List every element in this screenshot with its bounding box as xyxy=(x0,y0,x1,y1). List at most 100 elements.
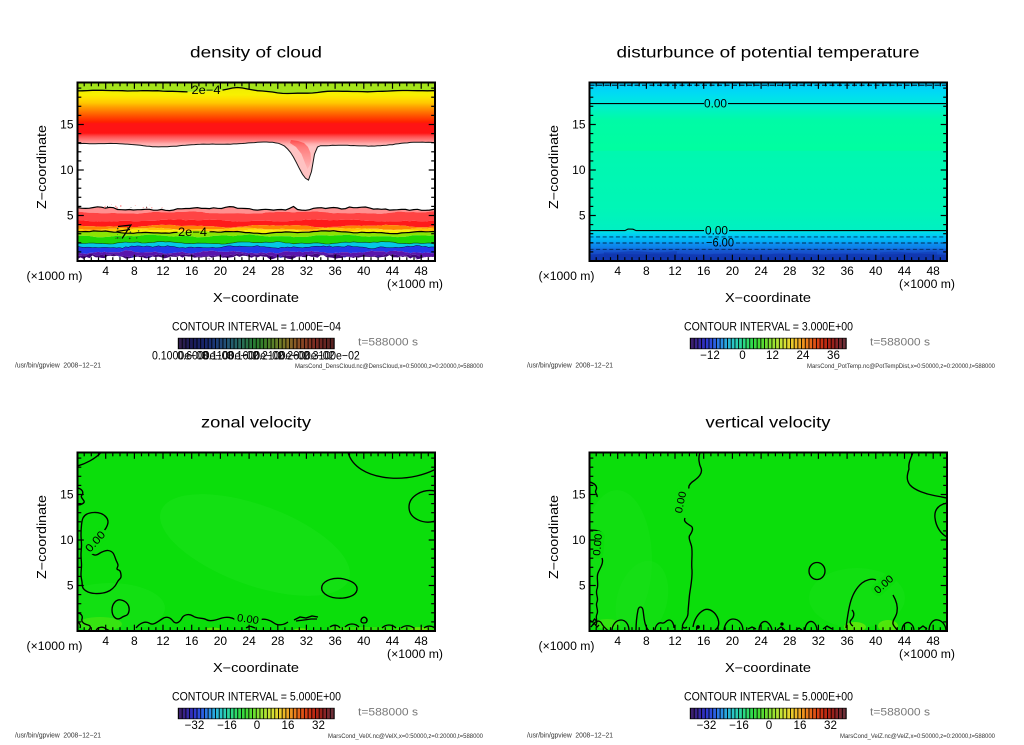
svg-text:zonal velocity: zonal velocity xyxy=(201,415,311,432)
svg-text:disturbunce of potential tempe: disturbunce of potential temperature xyxy=(617,45,920,62)
svg-text:0.1600e−02: 0.1600e−02 xyxy=(228,350,284,363)
svg-text:36: 36 xyxy=(840,264,854,278)
svg-text:10: 10 xyxy=(60,163,74,177)
svg-text:36: 36 xyxy=(840,634,854,648)
svg-text:0.3100e−02: 0.3100e−02 xyxy=(304,350,360,363)
svg-text:t=588000 s: t=588000 s xyxy=(870,707,931,719)
svg-text:5: 5 xyxy=(67,209,74,223)
svg-text:0.2600e−02: 0.2600e−02 xyxy=(279,350,335,363)
svg-text:24: 24 xyxy=(754,264,768,278)
svg-text:X−coordinate: X−coordinate xyxy=(725,291,811,305)
svg-text:0.1100e−02: 0.1100e−02 xyxy=(203,350,259,363)
svg-text:48: 48 xyxy=(414,264,428,278)
svg-text:0.00: 0.00 xyxy=(591,533,605,556)
svg-text:12: 12 xyxy=(668,264,682,278)
svg-text:density of cloud: density of cloud xyxy=(190,45,322,62)
svg-text:32: 32 xyxy=(300,264,314,278)
svg-text:15: 15 xyxy=(60,118,74,132)
svg-text:0.00: 0.00 xyxy=(704,99,727,111)
svg-text:5: 5 xyxy=(579,209,586,223)
svg-text:0: 0 xyxy=(766,719,772,732)
svg-text:32: 32 xyxy=(812,264,826,278)
svg-text:48: 48 xyxy=(926,264,940,278)
svg-text:/usr/bin/gpview 2008−12−21: /usr/bin/gpview 2008−12−21 xyxy=(15,733,101,740)
svg-text:MarsCond_VelZ.nc@VelZ,x=0:5000: MarsCond_VelZ.nc@VelZ,x=0:50000,z=0:2000… xyxy=(840,733,995,740)
svg-text:Z−coordinate: Z−coordinate xyxy=(35,125,49,209)
svg-text:32: 32 xyxy=(812,634,826,648)
svg-text:40: 40 xyxy=(357,264,371,278)
svg-text:10: 10 xyxy=(572,163,586,177)
svg-text:0.1000e−03: 0.1000e−03 xyxy=(152,350,208,363)
svg-text:28: 28 xyxy=(783,634,797,648)
svg-text:MarsCond_DensCloud.nc@DensClou: MarsCond_DensCloud.nc@DensCloud,x=0:5000… xyxy=(295,363,483,370)
svg-text:/usr/bin/gpview 2008−12−21: /usr/bin/gpview 2008−12−21 xyxy=(527,363,613,370)
svg-text:48: 48 xyxy=(926,634,940,648)
svg-text:28: 28 xyxy=(271,634,285,648)
svg-text:MarsCond_PotTemp.nc@PotTempDis: MarsCond_PotTemp.nc@PotTempDist,x=0:5000… xyxy=(807,363,995,370)
svg-text:5: 5 xyxy=(579,579,586,593)
svg-text:44: 44 xyxy=(898,264,912,278)
svg-text:16: 16 xyxy=(282,719,295,732)
svg-text:24: 24 xyxy=(242,634,256,648)
svg-text:X−coordinate: X−coordinate xyxy=(213,661,299,675)
svg-text:32: 32 xyxy=(824,719,837,732)
svg-text:10: 10 xyxy=(60,533,74,547)
svg-text:8: 8 xyxy=(643,634,650,648)
svg-text:t=588000 s: t=588000 s xyxy=(358,337,419,349)
svg-text:40: 40 xyxy=(869,264,883,278)
svg-text:2e−4: 2e−4 xyxy=(178,227,208,239)
svg-text:X−coordinate: X−coordinate xyxy=(725,661,811,675)
svg-text:5: 5 xyxy=(67,579,74,593)
svg-text:CONTOUR INTERVAL = 3.000E+00: CONTOUR INTERVAL = 3.000E+00 xyxy=(684,320,853,334)
svg-text:8: 8 xyxy=(131,634,138,648)
svg-text:−32: −32 xyxy=(185,719,205,732)
svg-text:20: 20 xyxy=(726,634,740,648)
svg-text:44: 44 xyxy=(898,634,912,648)
svg-text:20: 20 xyxy=(214,264,228,278)
svg-text:8: 8 xyxy=(131,264,138,278)
svg-text:(×1000 m): (×1000 m) xyxy=(387,279,443,291)
svg-text:16: 16 xyxy=(185,634,199,648)
svg-text:(×1000 m): (×1000 m) xyxy=(539,641,595,653)
svg-text:0.00: 0.00 xyxy=(236,612,260,627)
svg-text:/usr/bin/gpview 2008−12−21: /usr/bin/gpview 2008−12−21 xyxy=(527,733,613,740)
svg-text:4: 4 xyxy=(102,264,109,278)
svg-text:0.00: 0.00 xyxy=(705,226,728,238)
svg-text:−32: −32 xyxy=(697,719,717,732)
svg-text:32: 32 xyxy=(300,634,314,648)
svg-text:44: 44 xyxy=(386,634,400,648)
svg-text:8: 8 xyxy=(643,264,650,278)
svg-text:−16: −16 xyxy=(217,719,237,732)
svg-text:16: 16 xyxy=(185,264,199,278)
svg-text:0.00: 0.00 xyxy=(673,490,689,514)
svg-text:/usr/bin/gpview 2008−12−21: /usr/bin/gpview 2008−12−21 xyxy=(15,363,101,370)
svg-text:CONTOUR INTERVAL = 5.000E+00: CONTOUR INTERVAL = 5.000E+00 xyxy=(172,690,341,704)
svg-text:40: 40 xyxy=(869,634,883,648)
svg-text:36: 36 xyxy=(328,264,342,278)
svg-text:24: 24 xyxy=(754,634,768,648)
svg-text:15: 15 xyxy=(572,488,586,502)
svg-text:(×1000 m): (×1000 m) xyxy=(27,641,83,653)
svg-text:10: 10 xyxy=(572,533,586,547)
svg-text:(×1000 m): (×1000 m) xyxy=(27,271,83,283)
svg-text:28: 28 xyxy=(783,264,797,278)
svg-text:20: 20 xyxy=(726,264,740,278)
svg-text:(×1000 m): (×1000 m) xyxy=(899,649,955,661)
svg-text:20: 20 xyxy=(214,634,228,648)
svg-text:36: 36 xyxy=(827,349,840,362)
svg-text:CONTOUR INTERVAL = 1.000E−04: CONTOUR INTERVAL = 1.000E−04 xyxy=(172,320,341,334)
svg-text:−16: −16 xyxy=(729,719,749,732)
svg-text:(×1000 m): (×1000 m) xyxy=(387,649,443,661)
svg-text:15: 15 xyxy=(572,118,586,132)
svg-text:0: 0 xyxy=(739,349,745,362)
svg-text:(×1000 m): (×1000 m) xyxy=(899,279,955,291)
svg-text:40: 40 xyxy=(357,634,371,648)
svg-text:4: 4 xyxy=(614,264,621,278)
svg-text:Z−coordinate: Z−coordinate xyxy=(35,495,49,579)
svg-text:28: 28 xyxy=(271,264,285,278)
svg-text:Z−coordinate: Z−coordinate xyxy=(547,125,561,209)
svg-text:0.6000e−03: 0.6000e−03 xyxy=(177,350,233,363)
svg-text:t=588000 s: t=588000 s xyxy=(870,337,931,349)
svg-text:32: 32 xyxy=(312,719,325,732)
svg-text:24: 24 xyxy=(242,264,256,278)
